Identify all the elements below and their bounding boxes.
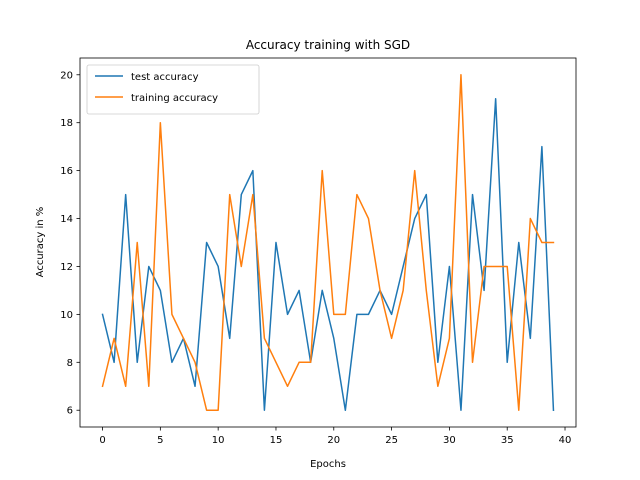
x-tick-label: 40 — [559, 435, 572, 446]
y-tick-label: 6 — [67, 406, 73, 417]
plot-frame — [79, 57, 577, 428]
x-axis-label: Epochs — [310, 459, 346, 470]
chart-title: Accuracy training with SGD — [246, 38, 410, 52]
x-tick-label: 30 — [443, 435, 456, 446]
y-tick-label: 18 — [60, 118, 73, 129]
y-tick-label: 8 — [67, 358, 73, 369]
plot-area: 0 5 10 15 20 25 30 35 40 6 8 10 12 14 16 18 20 test accur… — [60, 57, 577, 446]
x-tick-label: 10 — [212, 435, 225, 446]
y-tick-label: 16 — [60, 166, 73, 177]
legend-label-training-accuracy: training accuracy — [131, 93, 218, 104]
x-tick-label: 25 — [385, 435, 398, 446]
legend-box — [86, 64, 260, 115]
y-tick-label: 10 — [60, 310, 73, 321]
series-line-test-accuracy — [101, 97, 555, 412]
y-tick-label: 20 — [60, 70, 73, 81]
legend-label-test-accuracy: test accuracy — [131, 72, 199, 83]
x-tick-label: 20 — [327, 435, 340, 446]
y-tick-label: 14 — [60, 214, 73, 225]
x-tick-label: 0 — [99, 435, 105, 446]
x-tick-label: 15 — [270, 435, 283, 446]
series-line-training-accuracy — [101, 74, 555, 411]
y-axis-label: Accuracy in % — [35, 207, 46, 278]
y-tick-label: 12 — [60, 262, 73, 273]
x-tick-label: 5 — [157, 435, 163, 446]
x-tick-label: 35 — [501, 435, 514, 446]
